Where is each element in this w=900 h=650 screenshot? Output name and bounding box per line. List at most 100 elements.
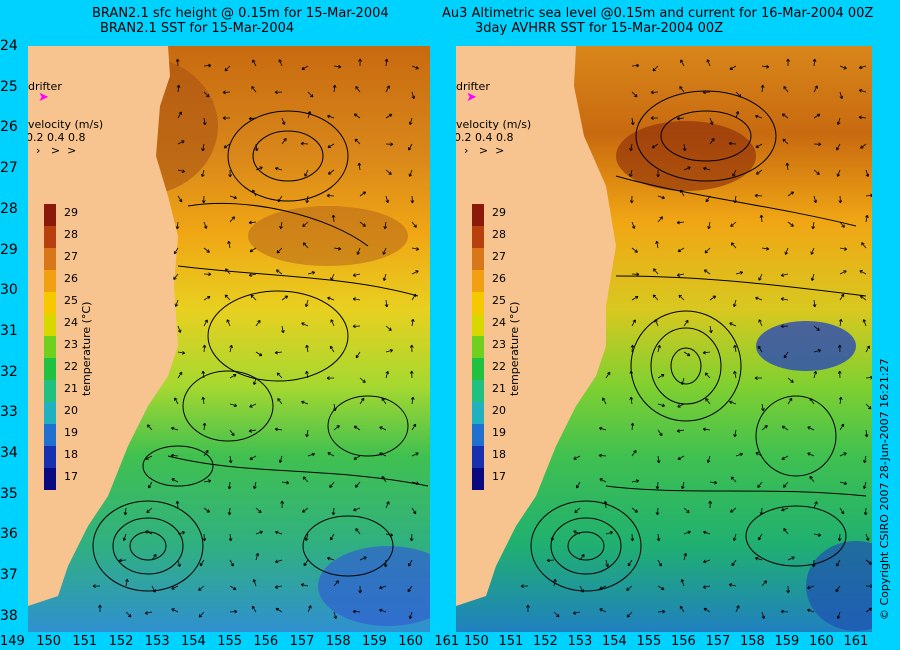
colorbar-swatch: [44, 402, 56, 424]
velocity-arrow: [252, 377, 257, 386]
colorbar-swatch: [472, 380, 484, 402]
velocity-arrow: [202, 344, 207, 353]
longitude-tick: 158: [740, 634, 765, 649]
longitude-tick: 160: [809, 634, 834, 649]
velocity-arrow: [249, 403, 257, 408]
velocity-arrow: [203, 319, 208, 327]
velocity-arrow: [229, 559, 234, 567]
velocity-arrow: [383, 221, 388, 230]
velocity-arrow: [203, 507, 210, 513]
velocity-arrow: [733, 370, 737, 379]
velocity-arrow: [330, 319, 335, 327]
velocity-arrow: [326, 193, 335, 198]
velocity-arrow: [353, 425, 361, 431]
velocity-arrow: [224, 294, 231, 301]
velocity-arrow: [677, 403, 685, 408]
velocity-arrow: [331, 214, 336, 223]
velocity-arrow: [729, 400, 737, 405]
right-title-line2: 3day AVHRR SST for 15-Mar-2004 00Z: [475, 21, 724, 36]
colorbar-tick: 28: [492, 228, 506, 241]
velocity-arrow: [650, 90, 659, 95]
velocity-arrow: [151, 553, 157, 561]
velocity-arrow: [228, 455, 233, 464]
velocity-arrow: [865, 607, 872, 613]
longitude-tick: 157: [289, 634, 315, 649]
longitude-tick: 154: [181, 634, 206, 649]
velocity-arrow: [755, 296, 763, 301]
velocity-arrow: [682, 143, 687, 152]
velocity-arrow: [781, 113, 789, 119]
colorbar-tick: 21: [492, 382, 506, 395]
velocity-arrow: [839, 91, 844, 100]
velocity-arrow: [252, 59, 257, 67]
velocity-arrow: [248, 116, 257, 121]
velocity-arrow: [599, 585, 607, 590]
colorbar-tick: 24: [492, 316, 506, 329]
velocity-arrow: [813, 370, 818, 379]
velocity-arrow: [251, 86, 257, 93]
velocity-arrow: [704, 247, 711, 254]
colorbar-swatch: [44, 204, 56, 226]
velocity-arrow: [255, 552, 260, 561]
velocity-arrow: [332, 403, 337, 412]
velocity-arrow: [410, 195, 415, 204]
velocity-arrow: [760, 84, 765, 93]
right-colorbar: [472, 204, 484, 490]
velocity-arrow: [576, 481, 581, 489]
velocity-arrow: [679, 605, 685, 613]
velocity-arrow: [177, 559, 181, 568]
colorbar-swatch: [44, 226, 56, 248]
velocity-arrow: [754, 376, 763, 380]
velocity-arrow: [281, 480, 290, 485]
velocity-arrow: [781, 425, 789, 431]
velocity-arrow: [379, 426, 387, 431]
velocity-arrow: [333, 425, 340, 431]
velocity-arrow: [703, 607, 711, 613]
velocity-arrow: [176, 84, 181, 93]
colorbar-swatch: [472, 314, 484, 336]
velocity-arrow: [579, 585, 584, 593]
velocity-arrow: [761, 611, 766, 620]
latitude-tick: 33: [0, 404, 18, 421]
velocity-arrow: [809, 475, 815, 483]
longitude-tick: 155: [217, 634, 243, 649]
velocity-arrow: [408, 169, 413, 177]
velocity-arrow: [304, 533, 309, 541]
longitude-tick: 151: [72, 634, 98, 649]
velocity-arrow: [709, 117, 714, 125]
velocity-arrow: [631, 319, 636, 327]
longitude-tick: 159: [774, 634, 800, 649]
velocity-arrow: [222, 116, 231, 120]
velocity-arrow: [813, 325, 820, 331]
velocity-arrow: [631, 507, 638, 513]
velocity-arrow: [813, 169, 820, 175]
velocity-arrow: [254, 143, 259, 152]
velocity-arrow: [357, 162, 362, 171]
velocity-arrow: [807, 452, 815, 457]
velocity-arrow: [683, 507, 690, 514]
velocity-arrow: [381, 475, 387, 483]
velocity-arrow: [807, 585, 815, 590]
velocity-arrow: [859, 65, 867, 70]
velocity-arrow: [680, 579, 685, 587]
velocity-arrow: [175, 500, 180, 509]
velocity-arrow: [354, 138, 361, 145]
left-title-line2: BRAN2.1 SST for 15-Mar-2004: [100, 21, 295, 36]
velocity-arrow: [865, 193, 872, 198]
velocity-arrow: [703, 269, 711, 275]
velocity-arrow: [709, 138, 715, 145]
velocity-arrow: [809, 397, 815, 405]
velocity-arrow: [252, 579, 257, 587]
velocity-arrow: [203, 63, 212, 68]
velocity-arrow: [408, 143, 413, 151]
velocity-arrow: [605, 371, 611, 379]
velocity-arrow: [626, 585, 633, 591]
velocity-arrow: [836, 611, 841, 619]
velocity-arrow: [177, 111, 182, 119]
copyright: © Copyright CSIRO 2007 28-Jun-2007 16:21…: [878, 358, 891, 620]
velocity-arrow: [148, 481, 153, 489]
velocity-arrow: [353, 113, 361, 119]
velocity-arrow: [629, 370, 634, 379]
velocity-arrow: [728, 583, 737, 587]
colorbar-tick: 24: [64, 316, 78, 329]
